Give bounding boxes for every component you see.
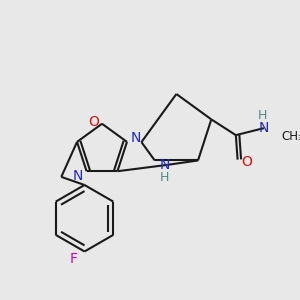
Text: H: H xyxy=(257,110,267,122)
Text: N: N xyxy=(130,131,141,146)
Text: O: O xyxy=(241,155,252,169)
Text: CH₃: CH₃ xyxy=(281,130,300,143)
Text: N: N xyxy=(259,121,269,135)
Text: H: H xyxy=(160,171,170,184)
Text: F: F xyxy=(70,251,78,266)
Text: O: O xyxy=(88,115,99,129)
Text: N: N xyxy=(160,158,170,172)
Text: N: N xyxy=(73,169,83,184)
